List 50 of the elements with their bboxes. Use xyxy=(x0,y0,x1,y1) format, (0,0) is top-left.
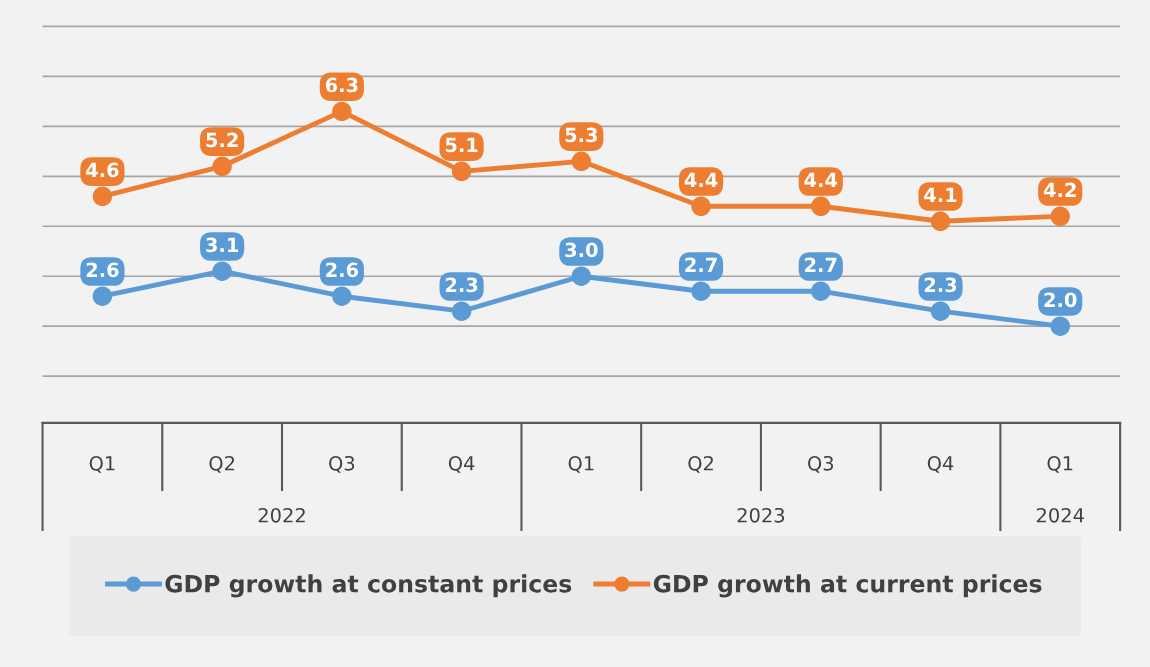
x-tick-label: Q2 xyxy=(688,455,713,473)
data-label: 4.4 xyxy=(684,172,718,187)
point xyxy=(451,161,472,182)
point xyxy=(930,301,951,321)
data-label: 2.3 xyxy=(924,277,957,293)
point xyxy=(691,281,711,301)
point xyxy=(1050,206,1070,226)
data-label: 4.6 xyxy=(86,162,119,178)
point xyxy=(1050,316,1070,336)
point xyxy=(811,281,831,301)
x-tick-label: Q3 xyxy=(329,455,355,473)
point xyxy=(571,266,592,286)
x-tick-label: Q4 xyxy=(927,455,954,473)
x-tick-label: Q3 xyxy=(808,455,834,473)
point xyxy=(92,286,113,306)
legend-label: GDP growth at current prices xyxy=(653,574,1042,598)
data-label: 4.1 xyxy=(924,187,957,202)
point xyxy=(212,261,232,281)
text: 2023 xyxy=(737,507,785,523)
data-label: 4.2 xyxy=(1043,182,1076,197)
point xyxy=(930,211,951,231)
data-label: 2.0 xyxy=(1044,292,1077,308)
data-label: 2.7 xyxy=(805,257,837,272)
data-label: 5.3 xyxy=(565,127,597,143)
data-label: 6.3 xyxy=(325,77,358,93)
data-label: 5.1 xyxy=(445,137,478,153)
point xyxy=(332,286,352,306)
data-label: 3.0 xyxy=(565,242,598,258)
x-tick-label: Q1 xyxy=(89,455,115,473)
point xyxy=(571,151,592,172)
point xyxy=(332,101,352,122)
text: 2022 xyxy=(258,507,305,523)
x-tick-label: Q1 xyxy=(568,455,594,473)
point xyxy=(451,301,472,321)
legend-label: GDP growth at constant prices xyxy=(165,574,572,598)
point xyxy=(92,186,113,207)
data-label: 2.3 xyxy=(445,277,478,293)
data-label: 2.7 xyxy=(685,257,717,272)
text: 2024 xyxy=(1036,507,1084,523)
data-label: 2.6 xyxy=(86,262,119,278)
data-label: 4.4 xyxy=(804,172,838,187)
data-label: 5.2 xyxy=(206,132,238,148)
point xyxy=(691,196,711,217)
x-tick-label: Q1 xyxy=(1047,455,1073,473)
x-tick-label: Q2 xyxy=(209,455,235,473)
point xyxy=(212,156,232,177)
x-tick-label: Q4 xyxy=(448,455,475,473)
point xyxy=(811,196,831,217)
data-label: 3.1 xyxy=(206,237,239,253)
data-label: 2.6 xyxy=(326,262,359,278)
